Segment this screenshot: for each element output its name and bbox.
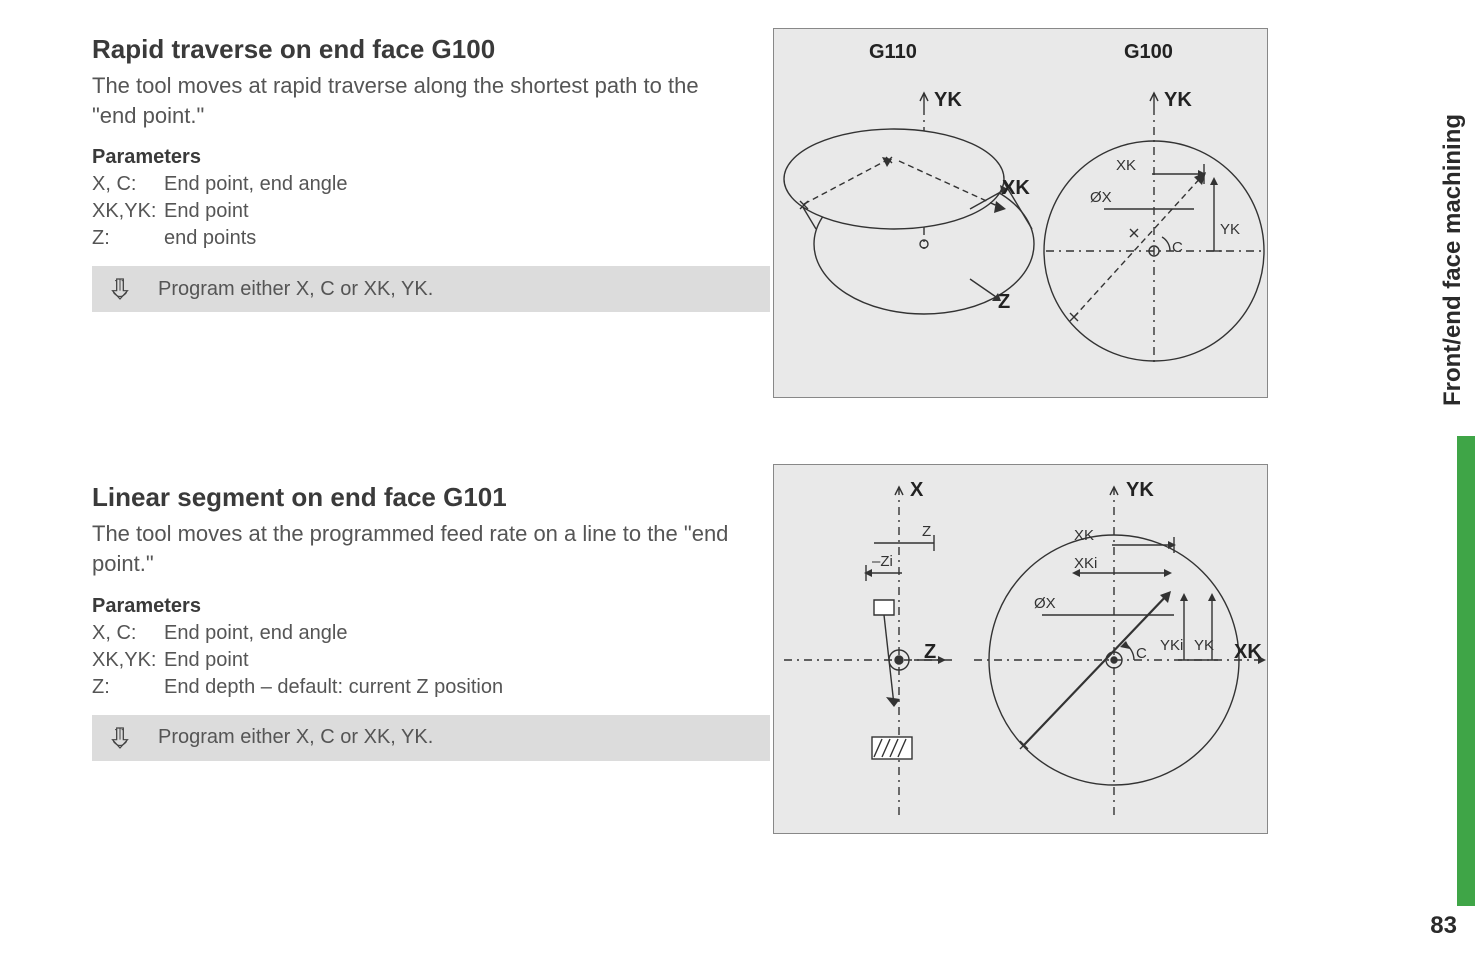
figure-g101: X YK Z –Zi Z XK XKi ØX C YKi YK XK: [773, 464, 1268, 834]
fig-label: G100: [1124, 41, 1173, 64]
note-box: Program either X, C or XK, YK.: [92, 266, 770, 312]
param-key: XK,YK:: [92, 647, 164, 674]
param-key: XK,YK:: [92, 198, 164, 225]
fig-label: C: [1172, 239, 1183, 256]
fig-label: YK: [1220, 221, 1240, 238]
green-accent-bar: [1457, 436, 1475, 906]
fig-label: YK: [934, 89, 962, 112]
note-text: Program either X, C or XK, YK.: [158, 726, 433, 749]
figure-g100-g110: G110 G100 YK YK XK XK Z ØX C YK: [773, 28, 1268, 398]
fig-label: YK: [1126, 479, 1154, 502]
fig-label: XK: [1074, 527, 1094, 544]
note-box: Program either X, C or XK, YK.: [92, 715, 770, 761]
fig-label: –Zi: [872, 553, 893, 570]
section-description: The tool moves at rapid traverse along t…: [92, 71, 732, 130]
param-value: End point, end angle: [164, 620, 348, 647]
hand-icon: [102, 271, 138, 307]
fig-label: XK: [1116, 157, 1136, 174]
section-description: The tool moves at the programmed feed ra…: [92, 519, 732, 578]
hand-icon: [102, 720, 138, 756]
fig-label: ØX: [1090, 189, 1112, 206]
fig-label: YK: [1164, 89, 1192, 112]
param-value: End point, end angle: [164, 171, 348, 198]
side-tab: Front/end face machining: [1431, 112, 1475, 408]
fig-label: XKi: [1074, 555, 1097, 572]
fig-label: C: [1136, 645, 1147, 662]
fig-label: XK: [1234, 641, 1262, 664]
param-key: Z:: [92, 674, 164, 701]
param-value: End depth – default: current Z position: [164, 674, 503, 701]
fig-label: G110: [869, 41, 917, 64]
fig-label: ØX: [1034, 595, 1056, 612]
param-key: X, C:: [92, 620, 164, 647]
side-tab-label: Front/end face machining: [1439, 114, 1467, 406]
page-number: 83: [1430, 912, 1457, 940]
fig-label: YK: [1194, 637, 1214, 654]
fig-label: Z: [922, 523, 931, 540]
param-value: end points: [164, 225, 256, 252]
fig-label: XK: [1002, 177, 1030, 200]
param-value: End point: [164, 647, 249, 674]
param-key: X, C:: [92, 171, 164, 198]
fig-label: X: [910, 479, 923, 502]
param-value: End point: [164, 198, 249, 225]
note-text: Program either X, C or XK, YK.: [158, 278, 433, 301]
param-key: Z:: [92, 225, 164, 252]
fig-label: Z: [998, 291, 1010, 314]
fig-label: Z: [924, 641, 936, 664]
fig-label: YKi: [1160, 637, 1183, 654]
